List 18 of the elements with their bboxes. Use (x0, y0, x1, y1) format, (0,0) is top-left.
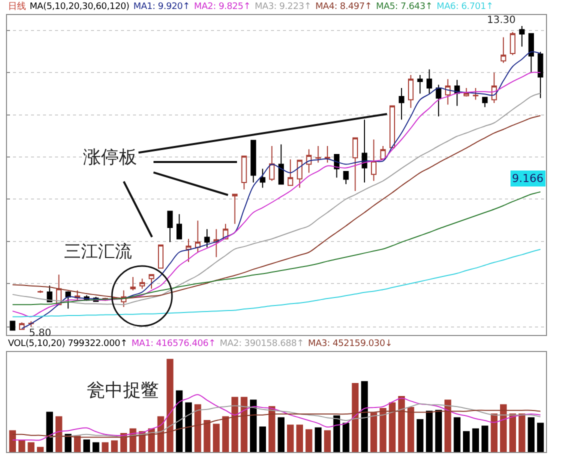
text: MA4: 8.497↑ (315, 2, 372, 12)
annotation: 涨停板 (83, 147, 137, 168)
text: MA1: 9.920↑ (133, 2, 190, 12)
text: MA3: 452159.030↓ (308, 339, 392, 349)
text: MA2: 9.825↑ (194, 2, 251, 12)
annotation: 5.80 (29, 328, 52, 339)
annotation: 9.166 (512, 172, 544, 185)
text: MA2: 390158.688↑ (220, 339, 304, 349)
text: MA1: 416576.406↑ (131, 339, 216, 349)
annotation: 瓮中捉鳖 (87, 380, 159, 401)
chart-title: VOL(5,10,20) 799322.000↑ (8, 339, 128, 349)
annotation: 13.30 (487, 15, 516, 26)
text: MA5: 7.643↑ (376, 2, 433, 12)
chart-title: 日线 (8, 2, 26, 12)
annotation: 三江汇流 (64, 242, 132, 262)
text: MA3: 9.223↑ (254, 2, 312, 12)
text: MA6: 6.701↑ (436, 2, 494, 12)
chart-subtitle: MA(5,10,20,30,60,120) (30, 2, 130, 12)
